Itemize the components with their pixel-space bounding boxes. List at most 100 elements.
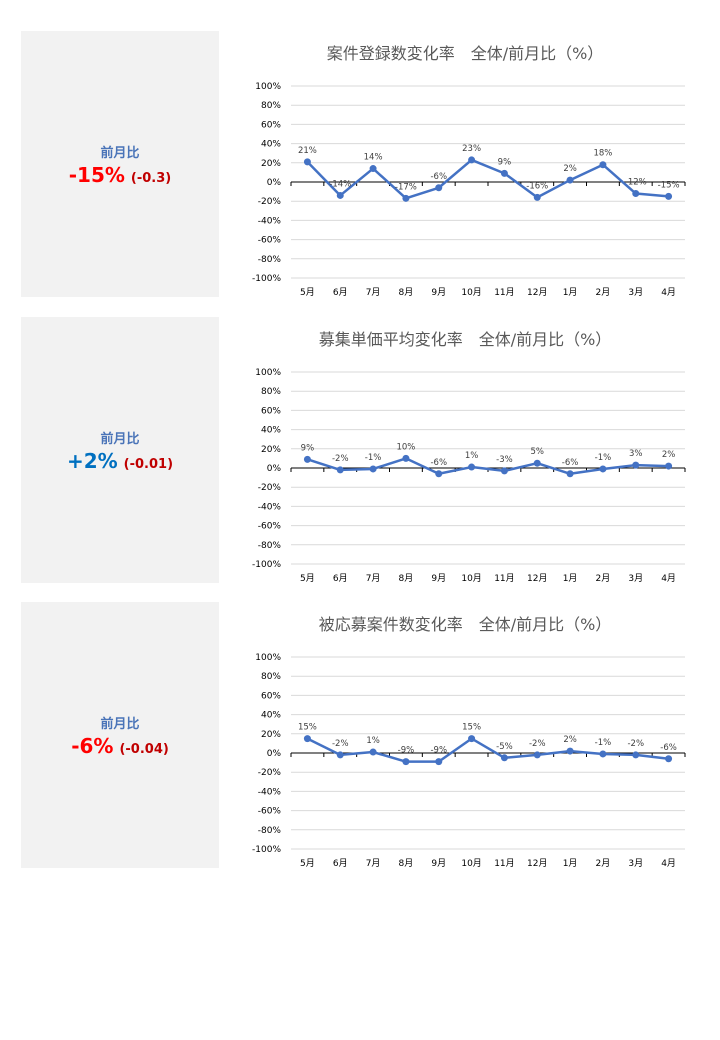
y-tick-label: 20% [261,445,281,455]
data-label: -2% [529,739,546,749]
data-point [402,758,410,766]
y-tick-label: -60% [258,522,282,532]
y-tick-label: -100% [252,274,281,284]
data-label: 1% [366,736,380,746]
data-label: -2% [627,739,644,749]
data-label: 10% [396,442,415,452]
x-tick-label: 10月 [461,287,481,297]
data-label: -1% [595,738,612,748]
data-point [599,161,607,169]
series-line [307,457,669,476]
data-label: -12% [625,178,647,188]
y-tick-label: -100% [252,845,281,855]
data-label: -16% [526,181,548,191]
y-tick-label: 60% [261,120,281,130]
x-tick-label: 8月 [399,573,414,583]
data-label: -9% [398,746,415,756]
data-point [533,193,541,201]
y-tick-label: -60% [258,236,282,246]
y-tick-label: -100% [252,560,281,570]
x-tick-label: 8月 [399,287,414,297]
kpi-value-line: -15% (-0.3) [69,163,171,187]
data-point [566,470,574,478]
y-tick-label: 100% [255,653,281,663]
data-label: 15% [462,723,481,733]
kpi-value: -6% [71,733,114,758]
kpi-diff: (-0.04) [119,741,169,757]
y-tick-label: 80% [261,387,281,397]
data-label: 2% [662,450,676,460]
data-point [566,176,574,184]
x-tick-label: 6月 [333,573,348,583]
data-label: -1% [595,453,612,463]
kpi-value-line: -6% (-0.04) [71,734,169,758]
kpi-card: 前月比 -15% (-0.3) [21,31,219,297]
y-tick-label: 40% [261,711,281,721]
data-label: -9% [430,746,447,756]
data-label: 9% [301,443,315,453]
data-point [665,192,673,200]
data-label: -6% [562,458,579,468]
y-tick-label: -60% [258,807,282,817]
x-tick-label: 2月 [596,573,611,583]
x-tick-label: 9月 [431,573,446,583]
data-label: 2% [563,735,577,745]
data-label: -15% [658,180,680,190]
kpi-diff: (-0.3) [130,170,172,186]
x-tick-label: 12月 [527,858,547,868]
x-tick-label: 8月 [399,858,414,868]
data-label: -2% [332,454,349,464]
data-point [533,459,541,467]
data-point [369,165,377,173]
y-tick-label: 80% [261,672,281,682]
data-point [632,190,640,198]
line-chart: 案件登録数変化率 全体/前月比（%） 100% 80% 60% 40% 20% 0% -20… [252,44,686,297]
x-tick-label: 10月 [461,573,481,583]
x-tick-label: 7月 [366,573,381,583]
data-label: 21% [298,146,317,156]
y-tick-label: -80% [258,826,282,836]
data-label: -1% [365,453,382,463]
x-tick-label: 5月 [300,287,315,297]
y-tick-label: 100% [255,368,281,378]
data-point [303,158,311,166]
data-point [566,747,574,755]
chart-title: 被応募案件数変化率 全体/前月比（%） [319,615,612,634]
y-tick-label: 60% [261,691,281,701]
x-tick-label: 1月 [563,287,578,297]
x-tick-label: 12月 [527,287,547,297]
data-point [665,462,673,470]
data-label: -5% [496,742,513,752]
data-label: -14% [329,179,351,189]
data-point [336,466,344,474]
x-tick-label: 2月 [596,287,611,297]
data-point [402,454,410,462]
y-tick-label: -80% [258,541,282,551]
y-tick-label: 100% [255,82,281,92]
data-label: -6% [660,743,677,753]
data-label: -3% [496,455,513,465]
y-tick-label: -20% [258,197,282,207]
kpi-card: 前月比 +2% (-0.01) [21,317,219,583]
x-tick-label: 3月 [628,287,643,297]
kpi-value-line: +2% (-0.01) [67,449,173,473]
data-label: -6% [430,172,447,182]
y-tick-label: -40% [258,787,282,797]
x-tick-label: 3月 [628,858,643,868]
x-tick-label: 2月 [596,858,611,868]
x-tick-label: 12月 [527,573,547,583]
x-tick-label: 5月 [300,858,315,868]
data-point [369,465,377,473]
data-label: 23% [462,144,481,154]
data-point [369,748,377,756]
x-tick-label: 6月 [333,858,348,868]
data-label: -2% [332,739,349,749]
kpi-value: -15% [68,162,125,187]
kpi-label: 前月比 [100,145,140,161]
line-chart: 被応募案件数変化率 全体/前月比（%） 100% 80% 60% 40% 20% 0% -2… [252,615,686,868]
data-point [533,751,541,759]
data-point [632,751,640,759]
panel-applied-jobs: 前月比 -6% (-0.04) 被応募案件数変化率 全体/前月比（%） 100%… [0,602,720,868]
y-tick-label: 40% [261,426,281,436]
data-point [599,750,607,758]
